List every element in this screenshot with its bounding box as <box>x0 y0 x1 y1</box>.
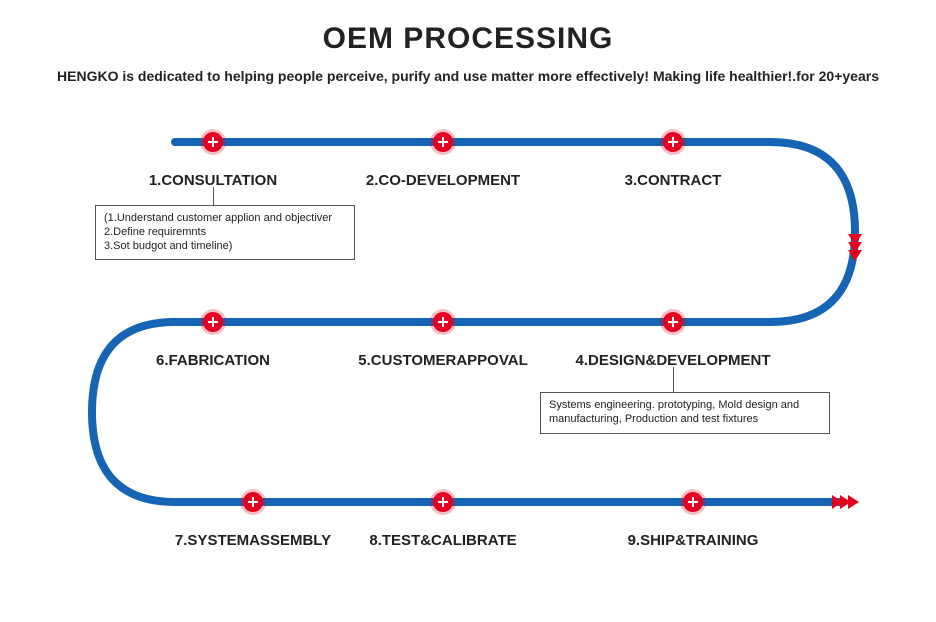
node-design <box>663 312 683 332</box>
node-consultation <box>203 132 223 152</box>
node-codevelopment <box>433 132 453 152</box>
label-testcalibrate: 8.TEST&CALIBRATE <box>369 532 516 549</box>
label-design: 4.DESIGN&DEVELOPMENT <box>575 352 770 369</box>
node-shiptraining <box>683 492 703 512</box>
label-systemassembly: 7.SYSTEMASSEMBLY <box>175 532 331 549</box>
label-shiptraining: 9.SHIP&TRAINING <box>628 532 759 549</box>
node-systemassembly <box>243 492 263 512</box>
node-testcalibrate <box>433 492 453 512</box>
label-customerapproval: 5.CUSTOMERAPPOVAL <box>358 352 527 369</box>
detail-design: Systems engineering. prototyping, Mold d… <box>540 392 830 434</box>
detail-connector-1 <box>213 187 214 205</box>
node-customerapproval <box>433 312 453 332</box>
label-contract: 3.CONTRACT <box>625 172 722 189</box>
label-codevelopment: 2.CO-DEVELOPMENT <box>366 172 520 189</box>
label-fabrication: 6.FABRICATION <box>156 352 270 369</box>
label-consultation: 1.CONSULTATION <box>149 172 277 189</box>
detail-connector-2 <box>673 367 674 392</box>
node-fabrication <box>203 312 223 332</box>
node-contract <box>663 132 683 152</box>
detail-consultation: (1.Understand customer applion and objec… <box>95 205 355 260</box>
